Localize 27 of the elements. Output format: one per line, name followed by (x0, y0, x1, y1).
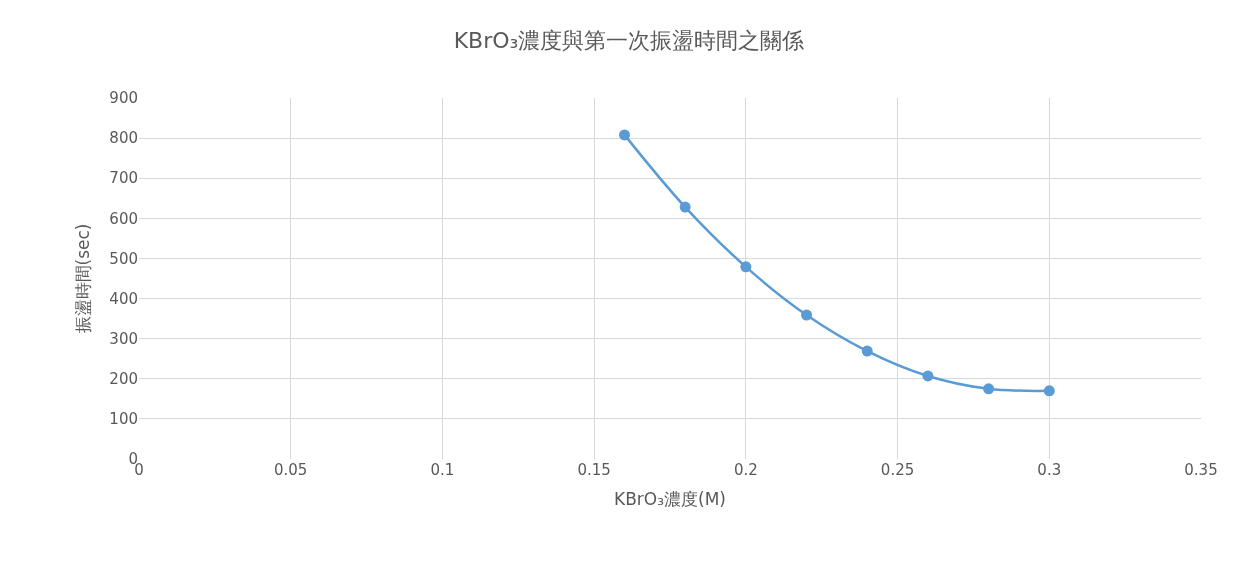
x-tick-label: 0.15 (577, 461, 611, 479)
y-tick-label: 600 (109, 209, 138, 228)
point (801, 309, 813, 321)
x-tick-label: 0.05 (274, 461, 308, 479)
y-tick-label: 300 (109, 329, 138, 348)
y-axis-title: 振盪時間(sec) (72, 223, 93, 334)
point (861, 345, 873, 357)
point (922, 370, 934, 382)
y-tick-label: 500 (109, 249, 138, 268)
x-tick-label: 0.35 (1184, 461, 1218, 479)
y-tick-label: 100 (109, 410, 138, 429)
y-tick-label: 200 (109, 370, 138, 389)
y-tick-label: 900 (109, 89, 138, 108)
y-tick-label: 800 (109, 129, 138, 148)
y-tick-label: 700 (109, 169, 138, 188)
point (1043, 385, 1055, 397)
chart-title: KBrO₃濃度與第一次振盪時間之關係 (453, 28, 805, 54)
x-tick-label: 0.3 (1037, 461, 1062, 479)
point (740, 261, 752, 273)
x-tick-label: 0.25 (880, 461, 915, 479)
x-axis-title: KBrO₃濃度(M) (614, 489, 726, 510)
point (618, 129, 630, 141)
x-tick-label: 0.2 (733, 461, 758, 479)
point (679, 201, 691, 213)
x-tick-label: 0.1 (430, 461, 455, 479)
y-tick-label: 400 (109, 289, 138, 308)
point (983, 383, 995, 395)
